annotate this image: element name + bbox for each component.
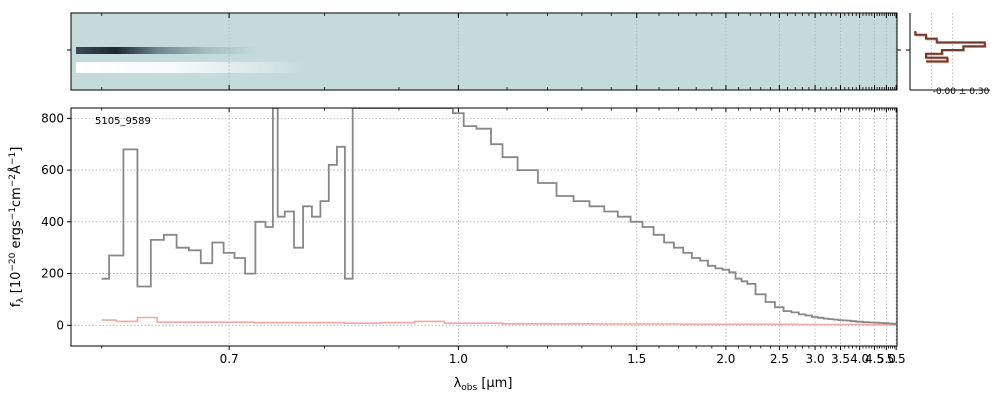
spectrum-1d-series <box>101 108 897 326</box>
x-tick-label: 2.5 <box>770 352 789 366</box>
y-tick-label: 800 <box>41 111 64 125</box>
spectrum-1d-background <box>71 108 897 346</box>
spectrum-2d-grid <box>228 13 897 90</box>
x-tick-label: 1.5 <box>627 352 646 366</box>
spectrum-series-line <box>101 108 897 325</box>
x-tick-label: 5.5 <box>887 352 906 366</box>
y-tick-label: 600 <box>41 163 64 177</box>
x-axis-label: λobs [μm] <box>454 376 513 393</box>
y-tick-label: 200 <box>41 267 64 281</box>
x-tick-label: 5.0 <box>877 352 896 366</box>
y-tick-label: 0 <box>56 318 64 332</box>
x-tick-label: 0.7 <box>220 352 239 366</box>
y-tick-label: 400 <box>41 215 64 229</box>
spectrum-2d-trace-light <box>76 62 456 73</box>
x-tick-label: 1.0 <box>449 352 468 366</box>
x-tick-label: 3.0 <box>806 352 825 366</box>
spectrum-2d-panel <box>67 12 901 91</box>
x-tick-label: 4.0 <box>850 352 869 366</box>
profile-panel: -0.00 ± 0.30 <box>906 13 990 97</box>
spectrum-2d-trace-dark <box>76 47 406 54</box>
x-tick-label: 2.0 <box>716 352 735 366</box>
x-tick-label: 3.5 <box>831 352 850 366</box>
spectrum-1d-frame <box>70 107 898 347</box>
spectrum-1d-panel: 0.7 1.0 1.5 2.0 2.5 3.0 3.5 4.04.55.05.5 0 200 40… <box>8 107 906 393</box>
object-id-annotation: 5105_9589 <box>95 116 151 127</box>
x-axis-ticks: 0.7 1.0 1.5 2.0 2.5 3.0 3.5 4.04.55.05.5 <box>101 108 906 366</box>
y-axis-label: fλ [10−20 ergs−1cm−2Å−1] <box>8 147 26 308</box>
x-tick-label: 4.5 <box>865 352 884 366</box>
spectrum-series-line <box>101 316 897 326</box>
spectrum-2d-frame <box>70 12 898 91</box>
spectrum-1d-grid <box>71 108 897 346</box>
profile-line <box>914 31 986 63</box>
y-axis-ticks: 0 200 400 600 800 <box>41 111 71 332</box>
profile-annotation: -0.00 ± 0.30 <box>933 87 990 97</box>
